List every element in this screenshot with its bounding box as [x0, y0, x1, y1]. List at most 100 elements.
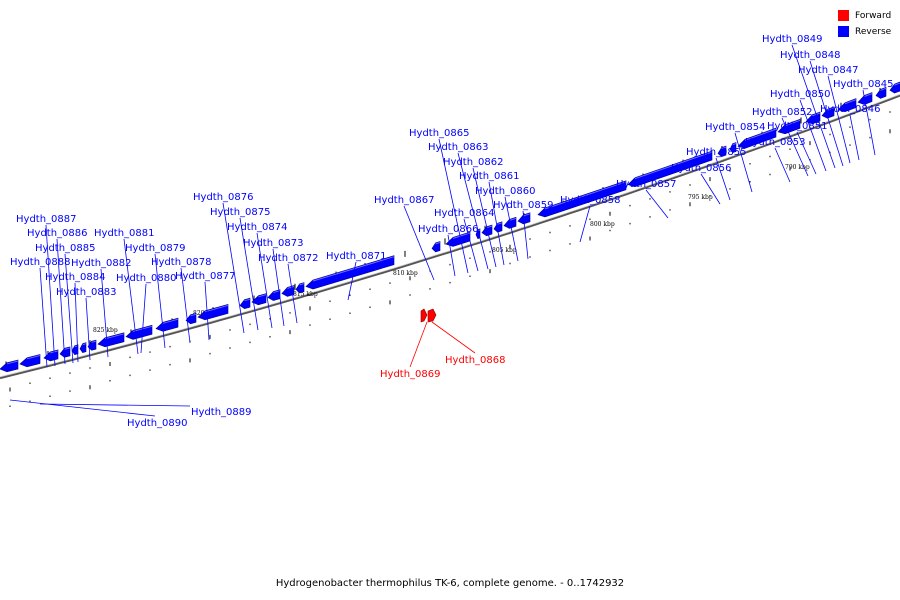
gene-arrow-reverse: [87, 339, 97, 351]
gene-label-hydth_0864: Hydth_0864: [434, 208, 495, 219]
scale-label: 800 kbp: [590, 221, 615, 228]
gene-arrow-reverse: [875, 86, 887, 99]
gene-label-hydth_0890: Hydth_0890: [127, 418, 188, 429]
gene-arrow-reverse: [197, 304, 229, 321]
gene-leader-line: [272, 248, 285, 327]
gene-arrow-shade: [844, 99, 857, 105]
reverse-swatch: [838, 26, 849, 37]
gene-leader-line: [256, 232, 273, 329]
gene-leader-line: [774, 147, 791, 183]
gene-leader-line: [715, 157, 731, 201]
gene-arrow-shade: [299, 283, 305, 286]
gene-leader-line: [39, 403, 191, 407]
gene-label-hydth_0850: Hydth_0850: [770, 89, 831, 100]
gene-leader-line: [64, 253, 74, 364]
scale-label: 790 kbp: [785, 164, 810, 171]
gene-arrow-reverse: [97, 332, 125, 348]
gene-leader-line: [827, 75, 851, 164]
gene-arrow-shade: [190, 313, 197, 317]
gene-leader-line: [796, 131, 817, 175]
gene-label-hydth_0873: Hydth_0873: [243, 238, 304, 249]
gene-arrow-shade: [82, 343, 87, 346]
gene-leader-line: [488, 181, 505, 266]
gene-leader-line: [347, 261, 357, 301]
gene-arrow-reverse: [537, 180, 627, 218]
gene-arrow-reverse: [71, 344, 79, 356]
legend-forward-label: Forward: [855, 11, 892, 21]
gene-leader-line: [809, 60, 844, 167]
gene-leader-line: [100, 268, 109, 358]
gene-label-hydth_0872: Hydth_0872: [258, 253, 319, 264]
gene-leader-line: [438, 138, 469, 274]
gene-arrow-reverse: [281, 285, 295, 297]
gene-leader-line: [504, 196, 519, 262]
forward-swatch: [838, 10, 849, 21]
gene-arrow-reverse: [295, 282, 305, 294]
gene-label-hydth_0862: Hydth_0862: [443, 157, 504, 168]
gene-label-hydth_0888: Hydth_0888: [10, 257, 71, 268]
genome-caption: Hydrogenobacter thermophilus TK-6, compl…: [275, 578, 625, 589]
gene-arrow-reverse: [239, 297, 251, 310]
gene-arrow-shade: [864, 93, 873, 97]
gene-arrow-shade: [486, 225, 493, 229]
gene-label-hydth_0848: Hydth_0848: [780, 50, 841, 61]
gene-arrow-shade: [287, 286, 295, 289]
gene-leader-line: [734, 132, 753, 193]
legend-reverse: Reverse: [838, 25, 900, 39]
gene-arrow-shade: [26, 355, 41, 360]
gene-arrow-shade: [64, 347, 71, 350]
gene-arrow-reverse: [125, 324, 153, 340]
gene-label-hydth_0857: Hydth_0857: [616, 179, 677, 190]
gene-arrow-shade: [784, 119, 801, 127]
gene-arrow-shade: [497, 222, 503, 225]
gene-arrow-reverse: [79, 342, 87, 353]
legend-forward: Forward: [838, 9, 900, 23]
gene-leader-line: [287, 263, 298, 324]
gene-arrow-shade: [894, 82, 900, 86]
gene-arrow-reverse: [19, 354, 41, 368]
gene-arrow-shade: [258, 294, 267, 298]
gene-label-hydth_0889: Hydth_0889: [191, 407, 252, 418]
gene-arrow-reverse: [837, 98, 857, 113]
gene-label-hydth_0855: Hydth_0855: [686, 147, 747, 158]
gene-arrow-reverse: [857, 92, 873, 105]
gene-arrow-shade: [523, 213, 531, 217]
gene-arrow-reverse: [481, 224, 493, 237]
gene-leader-line: [74, 282, 79, 363]
gene-leader-line: [849, 114, 860, 161]
gene-arrow-reverse: [737, 127, 777, 149]
gene-label-hydth_0853: Hydth_0853: [745, 137, 806, 148]
gene-arrow-shade: [104, 333, 125, 340]
gene-arrow-shade: [721, 146, 727, 150]
gene-arrow-reverse: [155, 317, 179, 332]
gene-label-hydth_0854: Hydth_0854: [705, 122, 766, 133]
gene-leader-line: [799, 99, 827, 172]
gene-leader-line: [522, 210, 529, 260]
gene-leader-line: [123, 238, 139, 355]
scale-label: 810 kbp: [393, 270, 418, 277]
gene-label-hydth_0846: Hydth_0846: [820, 104, 881, 115]
gene-leader-line: [862, 89, 876, 156]
scale-label: 815 kbp: [293, 291, 318, 298]
gene-arrow-shade: [204, 304, 229, 313]
gene-label-hydth_0880: Hydth_0880: [116, 273, 177, 284]
gene-leader-line: [463, 218, 479, 272]
gene-arrow-shade: [827, 107, 835, 111]
gene-arrow-shade: [634, 151, 713, 180]
gene-label-hydth_0885: Hydth_0885: [35, 243, 96, 254]
gene-label-hydth_0861: Hydth_0861: [459, 171, 520, 182]
gene-label-hydth_0871: Hydth_0871: [326, 251, 387, 262]
gene-label-hydth_0875: Hydth_0875: [210, 207, 271, 218]
gene-arrow-shade: [509, 217, 517, 221]
scale-label: 795 kbp: [688, 194, 713, 201]
gene-label-hydth_0883: Hydth_0883: [56, 287, 117, 298]
gene-leader-line: [431, 321, 476, 354]
gene-arrow-reverse: [475, 228, 481, 239]
gene-label-hydth_0867: Hydth_0867: [374, 195, 435, 206]
gene-label-hydth_0884: Hydth_0884: [45, 272, 106, 283]
scale-label: 805 kbp: [492, 247, 517, 254]
scale-label: 825 kbp: [93, 327, 118, 334]
gene-arrow-shade: [452, 232, 471, 239]
gene-arrow-forward: [427, 308, 437, 323]
